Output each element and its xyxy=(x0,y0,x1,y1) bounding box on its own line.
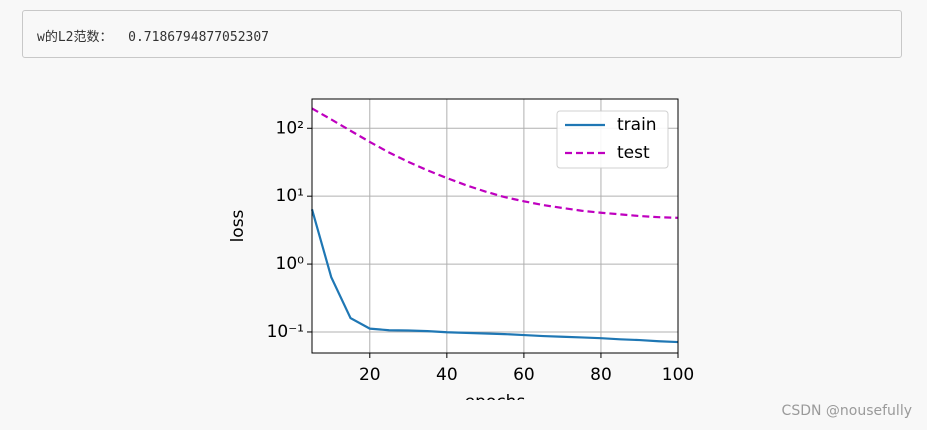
x-tick-label: 60 xyxy=(513,365,535,385)
x-tick-label: 100 xyxy=(662,365,694,385)
x-tick-label: 80 xyxy=(590,365,612,385)
y-tick-label: 10¹ xyxy=(276,186,304,206)
legend-label: test xyxy=(617,143,650,163)
watermark: CSDN @nousefully xyxy=(781,403,912,419)
y-tick-label: 10² xyxy=(276,118,304,138)
x-tick-label: 40 xyxy=(436,365,458,385)
chart: loss epochs 10⁻¹ 10⁰ 10¹ 10² 20 40 60 80 100 trai… xyxy=(228,98,694,400)
line-series xyxy=(311,107,679,219)
y-axis-label: loss xyxy=(228,209,248,242)
x-axis-label: epochs xyxy=(465,392,526,400)
legend-label: train xyxy=(617,115,657,135)
output-box: w的L2范数： 0.7186794877052307 xyxy=(22,10,902,58)
y-tick-label: 10⁻¹ xyxy=(267,322,304,342)
y-tick-label: 10⁰ xyxy=(276,254,305,274)
line-series xyxy=(310,209,679,344)
plot-frame xyxy=(311,98,679,354)
output-text: w的L2范数： 0.7186794877052307 xyxy=(37,30,270,45)
x-tick-label: 20 xyxy=(359,365,381,385)
